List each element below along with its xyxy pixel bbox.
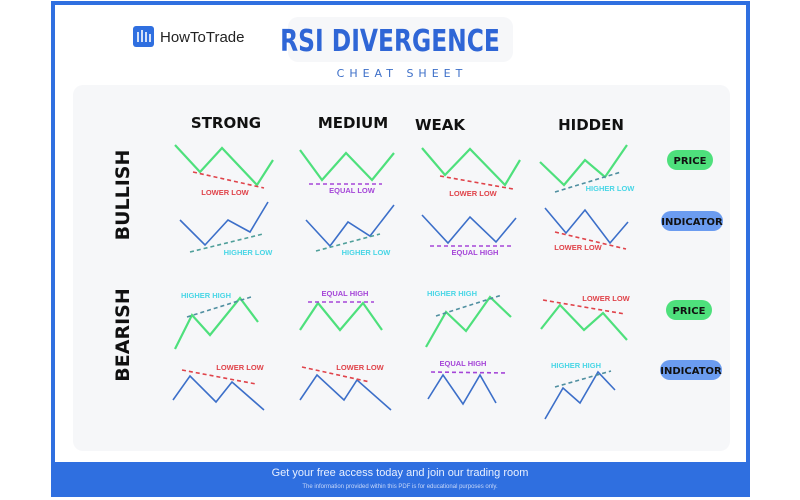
trend-line [189, 233, 264, 253]
bullish-hidden-price: HIGHER LOW [539, 144, 636, 193]
bullish-strong-price: LOWER LOW [174, 144, 274, 197]
bearish-weak-price: HIGHER HIGH [425, 289, 512, 348]
indicator-line [172, 374, 265, 411]
column-header-weak: WEAK [415, 116, 466, 134]
bearish-strong-indicator: LOWER LOW [172, 363, 265, 411]
title-box [288, 17, 513, 62]
bullish-medium-price: EQUAL LOW [299, 149, 395, 195]
price-pill-label: PRICE [673, 306, 706, 317]
divergence-label: LOWER LOW [582, 294, 630, 303]
divergence-label: EQUAL HIGH [440, 359, 487, 368]
indicator-line [421, 214, 517, 245]
indicator-line [427, 373, 497, 406]
price-pill-bullish: PRICE [667, 150, 713, 170]
trend-line [435, 294, 503, 317]
footer-disclaimer: The information provided within this PDF… [302, 484, 498, 490]
divergence-label: EQUAL HIGH [322, 289, 369, 298]
bullish-weak-indicator: EQUAL HIGH [421, 214, 517, 257]
footer-band [53, 462, 748, 495]
price-pill-bearish: PRICE [666, 300, 712, 320]
bullish-strong-indicator: HIGHER LOW [179, 201, 274, 257]
divergence-label: HIGHER LOW [586, 184, 636, 193]
bearish-hidden-indicator: HIGHER HIGH [544, 361, 616, 420]
page-title: RSI DIVERGENCE [280, 24, 500, 59]
indicator-pill-label: INDICATOR [660, 366, 722, 377]
price-line [540, 303, 628, 341]
divergence-label: LOWER LOW [449, 189, 497, 198]
divergence-label: HIGHER HIGH [181, 291, 231, 300]
divergence-label: LOWER LOW [201, 188, 249, 197]
trend-line [430, 371, 508, 374]
trend-line [439, 175, 514, 190]
price-line [174, 296, 259, 350]
price-line [174, 144, 274, 187]
row-label-bearish: BEARISH [112, 288, 134, 381]
price-line [299, 301, 383, 332]
brand-logo: HowToTrade [133, 26, 244, 47]
divergence-label: HIGHER HIGH [551, 361, 601, 370]
bullish-medium-indicator: HIGHER LOW [305, 204, 395, 257]
trend-line [192, 171, 265, 189]
indicator-line [305, 204, 395, 248]
bearish-medium-price: EQUAL HIGH [299, 289, 383, 332]
price-pill-label: PRICE [674, 156, 707, 167]
bearish-strong-price: HIGHER HIGH [174, 291, 259, 350]
trend-line [554, 370, 612, 388]
bearish-hidden-price: LOWER LOW [540, 294, 631, 341]
divergence-label: LOWER LOW [216, 363, 264, 372]
indicator-line [299, 373, 392, 411]
price-line [421, 147, 521, 187]
bearish-weak-indicator: EQUAL HIGH [427, 359, 508, 406]
indicator-line [544, 370, 616, 420]
bar-chart-icon [133, 26, 154, 47]
bullish-weak-price: LOWER LOW [421, 147, 521, 198]
divergence-label: HIGHER HIGH [427, 289, 477, 298]
brand-name: HowToTrade [160, 29, 244, 46]
divergence-label: EQUAL HIGH [452, 248, 499, 257]
divergence-label: HIGHER LOW [224, 248, 274, 257]
bearish-medium-indicator: LOWER LOW [299, 363, 392, 411]
indicator-line [179, 201, 269, 247]
indicator-pill-label: INDICATOR [661, 217, 723, 228]
trend-line [554, 231, 627, 250]
column-header-medium: MEDIUM [318, 114, 388, 132]
footer-cta[interactable]: Get your free access today and join our … [272, 467, 529, 479]
indicator-pill-bullish: INDICATOR [661, 211, 723, 231]
bullish-hidden-indicator: LOWER LOW [544, 207, 629, 252]
price-line [425, 295, 512, 348]
trend-line [301, 366, 371, 383]
divergence-label: HIGHER LOW [342, 248, 392, 257]
price-line [299, 149, 395, 182]
trend-line [181, 369, 257, 385]
divergence-label: LOWER LOW [336, 363, 384, 372]
divergence-label: EQUAL LOW [329, 186, 376, 195]
content-panel [73, 85, 730, 451]
indicator-pill-bearish: INDICATOR [660, 360, 722, 380]
indicator-line [544, 207, 629, 245]
price-line [539, 144, 628, 187]
page-subtitle: CHEAT SHEET [337, 67, 468, 80]
column-header-strong: STRONG [191, 114, 261, 132]
row-label-bullish: BULLISH [112, 150, 134, 241]
column-header-hidden: HIDDEN [558, 116, 624, 134]
divergence-label: LOWER LOW [554, 243, 602, 252]
trend-line [554, 171, 622, 193]
